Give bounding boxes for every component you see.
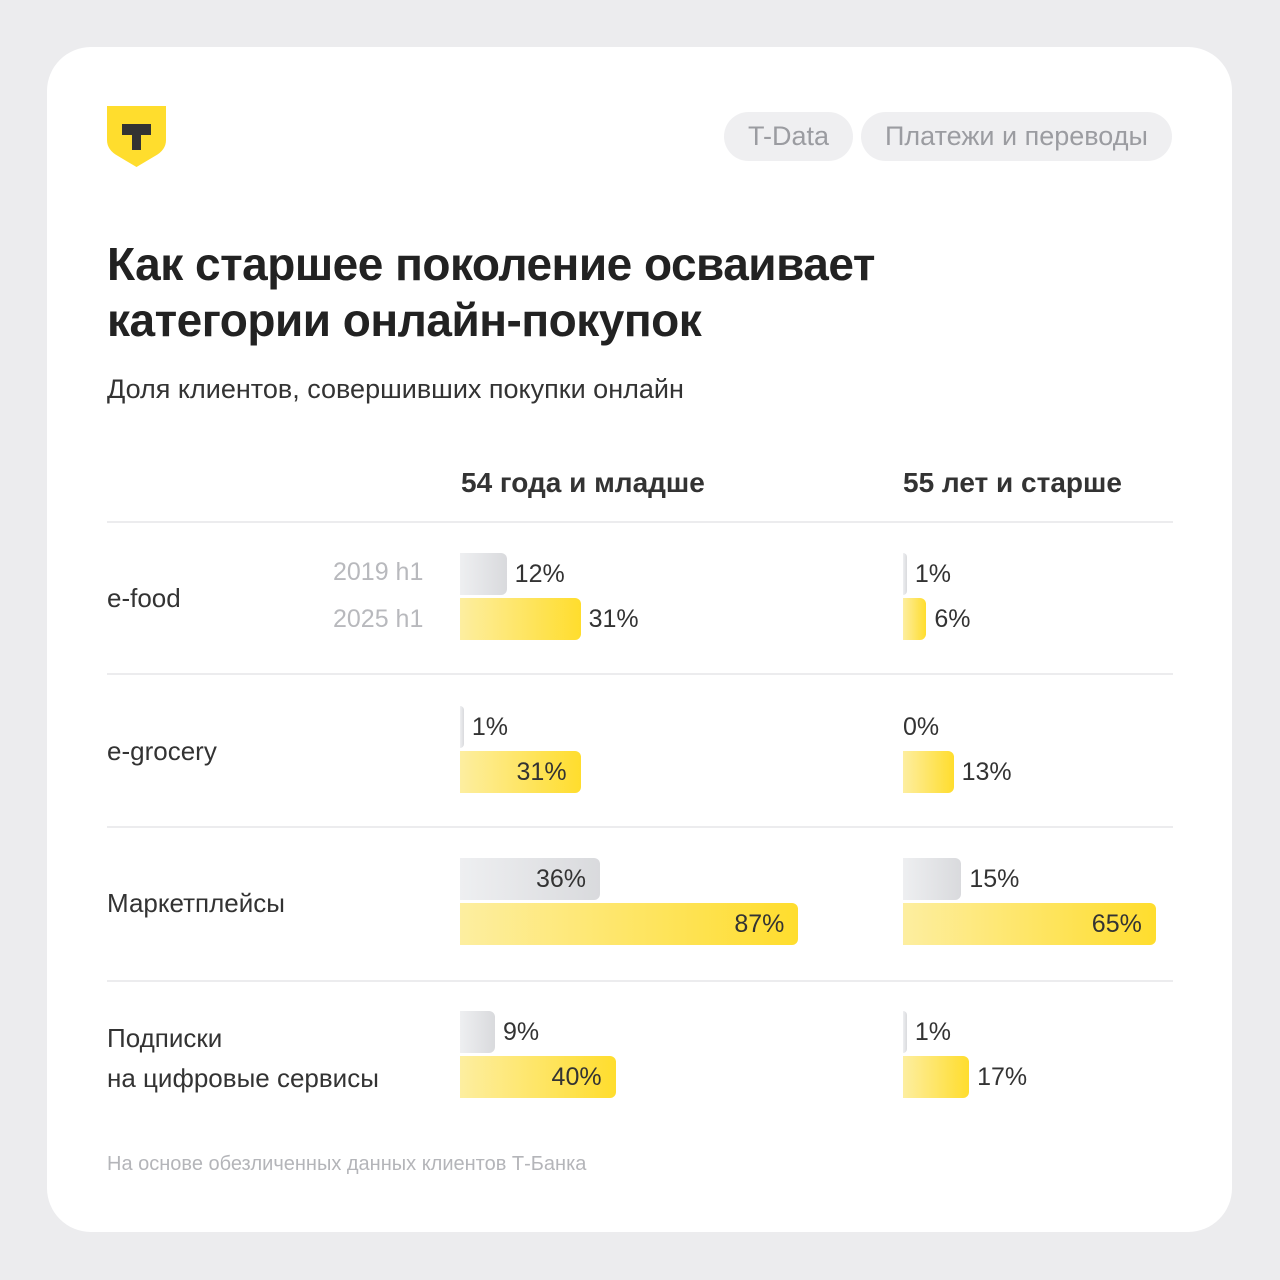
value-label: 31% <box>516 758 567 786</box>
page-title: Как старшее поколение осваивает категори… <box>107 236 875 348</box>
bar-2025 <box>460 751 581 793</box>
row-divider <box>107 521 1173 523</box>
t-bank-logo <box>107 106 166 167</box>
bar-2019 <box>460 858 601 900</box>
bar-2019 <box>903 1011 907 1053</box>
bar-2025 <box>460 1056 616 1098</box>
footnote: На основе обезличенных данных клиентов Т… <box>107 1153 587 1175</box>
value-label: 0% <box>903 713 940 741</box>
row-divider <box>107 826 1173 828</box>
value-label: 40% <box>551 1063 602 1091</box>
row-divider <box>107 980 1173 982</box>
title-line: категории онлайн-покупок <box>107 294 702 346</box>
value-label: 1% <box>914 1018 952 1046</box>
bar-2025 <box>903 751 954 793</box>
value-label: 31% <box>588 605 639 633</box>
value-label: 17% <box>977 1063 1028 1091</box>
bar-2019 <box>903 553 907 595</box>
bar-2025 <box>460 598 581 640</box>
category-label: Подписки на цифровые сервисы <box>107 1018 379 1098</box>
category-label-line: e-grocery <box>107 736 217 766</box>
bar-2025 <box>903 598 927 640</box>
bar-2025 <box>460 903 799 945</box>
card <box>47 47 1232 1232</box>
value-label: 9% <box>503 1018 540 1046</box>
bar-2025 <box>903 1056 970 1098</box>
bar-2019 <box>460 553 507 595</box>
bar-2025 <box>903 903 1156 945</box>
subtitle: Доля клиентов, совершивших покупки онлай… <box>107 374 684 404</box>
tag-payments[interactable]: Платежи и переводы <box>861 112 1172 161</box>
category-label-line: e-food <box>107 583 181 613</box>
category-label: e-grocery <box>107 731 217 771</box>
bar-2019 <box>460 706 464 748</box>
period-label: 2025 h1 <box>333 605 424 633</box>
column-header-old: 55 лет и старше <box>903 467 1122 498</box>
row-divider <box>107 673 1173 675</box>
bar-2019 <box>460 1011 495 1053</box>
value-label: 1% <box>471 713 509 741</box>
category-label: e-food <box>107 578 181 618</box>
bar-2019 <box>903 858 962 900</box>
value-label: 6% <box>934 605 971 633</box>
value-label: 65% <box>1091 910 1142 938</box>
title-line: Как старшее поколение осваивает <box>107 238 875 290</box>
period-label: 2019 h1 <box>333 558 424 586</box>
value-label: 36% <box>535 865 587 893</box>
value-label: 15% <box>969 865 1020 893</box>
value-label: 1% <box>914 560 952 588</box>
category-label-line: на цифровые сервисы <box>107 1063 379 1093</box>
tag-t-data[interactable]: T-Data <box>724 112 854 161</box>
value-label: 13% <box>961 758 1012 786</box>
value-label: 12% <box>514 560 565 588</box>
category-label: Маркетплейсы <box>107 883 285 923</box>
category-label-line: Маркетплейсы <box>107 888 285 918</box>
column-header-young: 54 года и младше <box>461 467 705 498</box>
value-label: 87% <box>734 910 785 938</box>
category-label-line: Подписки <box>107 1023 223 1053</box>
